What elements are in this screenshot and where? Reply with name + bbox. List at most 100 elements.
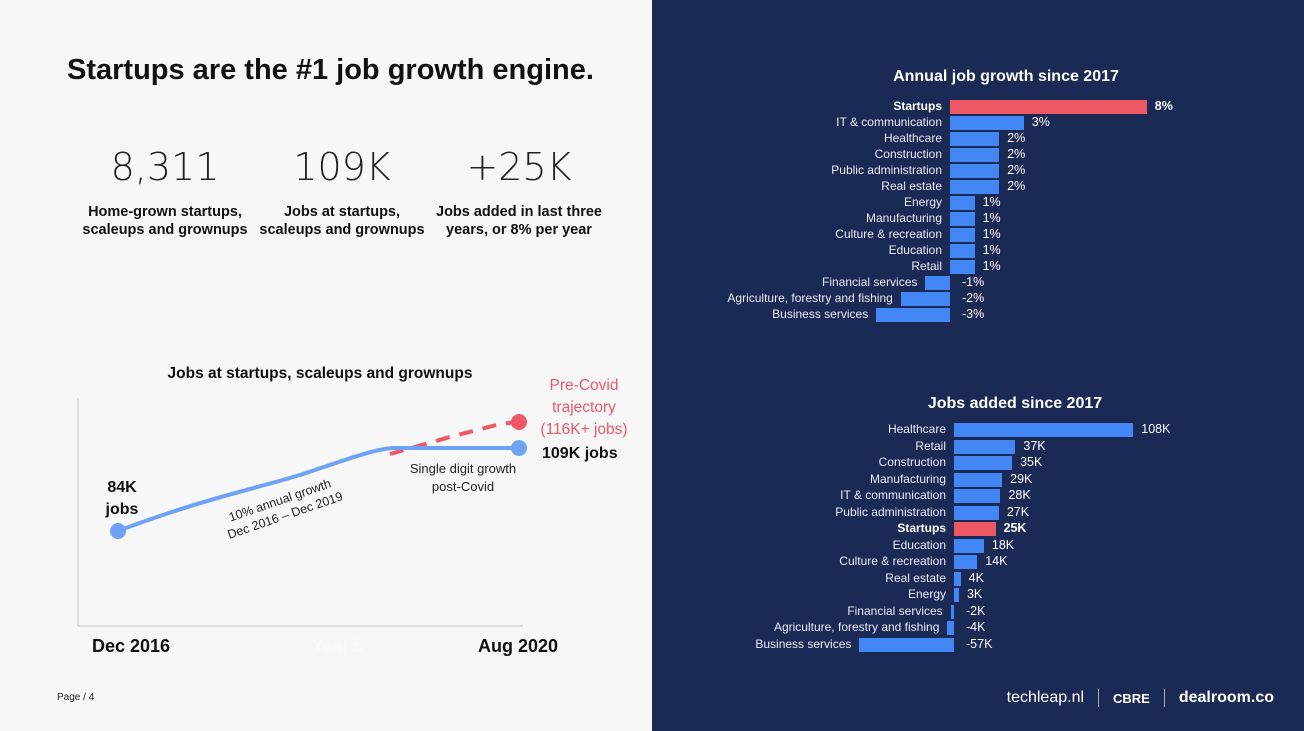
- value-label: -2K: [966, 603, 986, 618]
- bar-label: Business services: [772, 307, 869, 321]
- value-label: -4K: [966, 620, 986, 634]
- bar-label: Agriculture, forestry and fishing: [773, 620, 940, 634]
- added-chart-title: Jobs added since 2017: [927, 395, 1103, 412]
- value-label: -57K: [966, 636, 993, 651]
- bar-label: Public administration: [835, 504, 946, 519]
- bar-label: Construction: [874, 147, 942, 161]
- right-panel: Annual job growth since 2017 Startups 8% I…: [652, 0, 1304, 731]
- bar: [954, 505, 999, 520]
- bar: [859, 637, 954, 652]
- actual-jobs-line: [117, 446, 519, 533]
- value-label: 25K: [1003, 521, 1027, 535]
- bar-label: Energy: [907, 587, 946, 601]
- value-label: 1%: [982, 211, 1001, 225]
- value-label: 3K: [966, 587, 983, 601]
- bar: [947, 621, 954, 635]
- stat-label: Jobs added in last three years, or 8% pe…: [436, 204, 602, 238]
- value-label: 18K: [991, 537, 1015, 552]
- value-label: 1%: [982, 259, 1001, 273]
- left-panel: Startups are the #1 job growth engine. 8…: [57, 54, 628, 703]
- bar: [954, 489, 1001, 503]
- point-aug-2020: [511, 440, 527, 456]
- value-label: 37K: [1023, 438, 1046, 453]
- bar: [954, 555, 978, 569]
- bar: [876, 308, 950, 322]
- bar: [950, 604, 954, 619]
- bar-label: Public administration: [831, 163, 942, 177]
- postcovid-note: Single digit growth post-Covid: [398, 460, 528, 496]
- stat-label: Jobs at startups, scaleups and grownups: [259, 204, 425, 238]
- dealroom-logo: dealroom.co: [1178, 689, 1274, 706]
- value-label: 1%: [982, 195, 1001, 209]
- value-label: 2%: [1007, 147, 1026, 161]
- bar-label: Retail: [915, 438, 946, 453]
- bar: [950, 180, 1000, 194]
- growth-chart-title: Annual job growth since 2017: [893, 68, 1119, 85]
- bar: [950, 244, 975, 258]
- bar: [950, 228, 975, 242]
- stat-value: 109K: [293, 145, 391, 189]
- x-tick-hidden: Year 5: [312, 636, 364, 656]
- stat-jobs: 109K Jobs at startups, scaleups and grown…: [257, 145, 427, 239]
- line-chart-title: Jobs at startups, scaleups and grownups: [167, 365, 473, 382]
- bar-label: Manufacturing: [865, 211, 942, 225]
- divider: [1163, 689, 1165, 707]
- value-label: 108K: [1141, 422, 1171, 436]
- stat-label: Home-grown startups, scaleups and grownu…: [82, 204, 248, 238]
- point-precovid: [511, 414, 527, 430]
- note-line: Single digit growth: [409, 461, 517, 476]
- bar: [950, 116, 1024, 130]
- divider: [1098, 689, 1100, 707]
- bar: [954, 522, 996, 536]
- bar-label: Culture & recreation: [835, 227, 942, 241]
- stat-value: +25K: [466, 145, 572, 189]
- bar-label: IT & communication: [840, 488, 946, 502]
- techleap-logo: techleap.nl: [1006, 689, 1085, 706]
- cbre-logo: CBRE: [1113, 690, 1150, 706]
- value-label: 29K: [1010, 471, 1033, 486]
- page-title: Startups are the #1 job growth engine.: [67, 54, 594, 86]
- bar: [950, 132, 1000, 146]
- page-number: Page / 4: [57, 692, 95, 703]
- bar-label: Retail: [911, 259, 942, 273]
- bar-label: Startups: [893, 99, 942, 113]
- bar: [954, 423, 1134, 437]
- value-label: 4K: [968, 570, 984, 585]
- bar: [950, 196, 975, 210]
- bar-label: Energy: [903, 195, 942, 209]
- bar: [954, 588, 959, 602]
- bar-label: Agriculture, forestry and fishing: [727, 291, 893, 305]
- precovid-label: Pre-Covid trajectory (116K+ jobs): [540, 377, 628, 438]
- bar: [950, 260, 975, 274]
- stat-added: +25K Jobs added in last three years, or 8…: [434, 145, 604, 239]
- precovid-trajectory-line: [389, 420, 520, 456]
- footer-logos: techleap.nl CBRE dealroom.co: [1007, 689, 1274, 707]
- line-chart: [77, 398, 527, 627]
- bar-label: Healthcare: [887, 422, 946, 436]
- bar-label: IT & communication: [836, 115, 942, 129]
- bar: [950, 100, 1147, 114]
- stat-value: 8,311: [110, 145, 220, 189]
- bar: [950, 212, 975, 226]
- x-tick-start: Dec 2016: [92, 636, 171, 656]
- bar-label: Education: [888, 243, 942, 257]
- value-label: 27K: [1006, 504, 1030, 519]
- bar: [950, 164, 1000, 178]
- bar: [950, 148, 1000, 162]
- end-label: 109K jobs: [542, 445, 618, 462]
- bar: [925, 276, 950, 290]
- value-label: 8%: [1154, 99, 1173, 113]
- value-label: 2%: [1007, 179, 1026, 193]
- value-label: -2%: [962, 291, 985, 305]
- start-label: 84K jobs: [105, 479, 139, 518]
- note-line: post-Covid: [431, 479, 495, 494]
- bar-label: Financial services: [847, 603, 943, 618]
- value-label: 2%: [1007, 131, 1026, 145]
- bar: [954, 538, 984, 553]
- bar-label: Startups: [897, 521, 946, 535]
- bar-label: Culture & recreation: [839, 554, 946, 568]
- value-label: -1%: [962, 275, 985, 289]
- value-label: 3%: [1031, 115, 1050, 129]
- value-label: 35K: [1020, 455, 1043, 469]
- bar-label: Education: [892, 537, 946, 552]
